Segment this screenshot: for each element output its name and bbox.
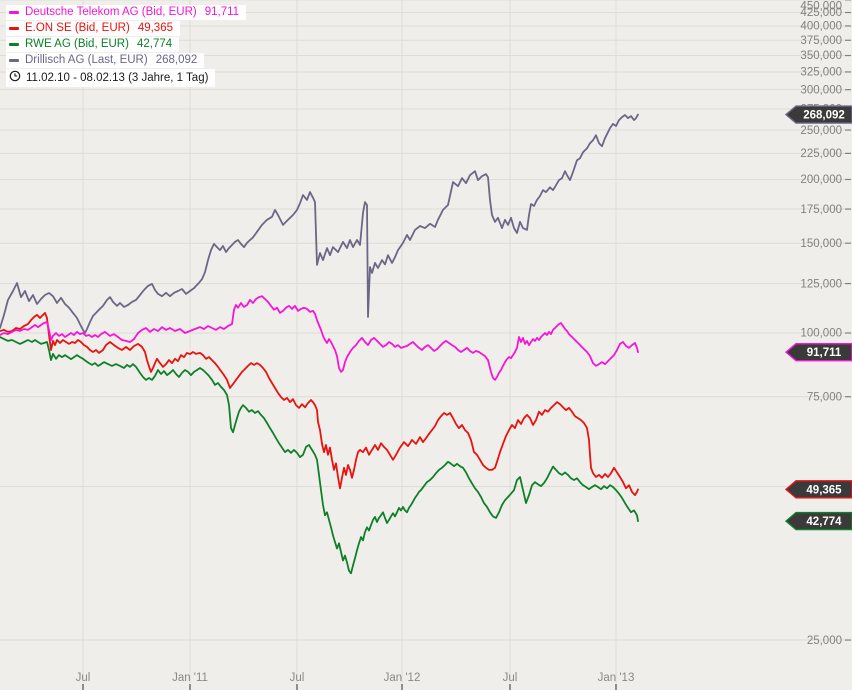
series-line-deutsche <box>0 295 639 381</box>
legend-item-rwe[interactable]: RWE AG (Bid, EUR) 42,774 <box>6 37 180 52</box>
series-value: 49,365 <box>137 22 173 34</box>
x-axis-label: Jul <box>76 672 91 684</box>
y-axis-label: 375,000 <box>800 35 842 47</box>
series-label: RWE AG (Bid, EUR) <box>25 38 129 50</box>
last-value-badge-text: 268,092 <box>803 110 845 122</box>
x-axis-label: Jul <box>290 672 305 684</box>
y-axis-label: 425,000 <box>800 7 842 19</box>
series-line-eon <box>0 312 639 496</box>
y-axis-label: 125,000 <box>800 278 842 290</box>
chart-legend: Deutsche Telekom AG (Bid, EUR) 91,711 E.… <box>6 5 247 88</box>
series-label: Drillisch AG (Last, EUR) <box>25 54 148 66</box>
last-value-badge-text: 91,711 <box>807 347 842 359</box>
y-axis-label: 200,000 <box>800 174 842 186</box>
y-axis-label: 25,000 <box>807 635 842 647</box>
series-value: 91,711 <box>204 6 240 18</box>
x-axis-label: Jan '13 <box>598 672 635 684</box>
series-swatch-eon <box>9 27 19 30</box>
y-axis-label: 75,000 <box>807 391 842 403</box>
y-axis-label: 350,000 <box>800 50 842 62</box>
series-swatch-drillisch <box>9 59 19 62</box>
clock-icon <box>9 70 21 86</box>
chart-period-row: 11.02.10 - 08.02.13 (3 Jahre, 1 Tag) <box>6 69 216 87</box>
y-axis-label: 325,000 <box>800 67 842 79</box>
last-value-badge-text: 42,774 <box>806 516 842 528</box>
series-label: Deutsche Telekom AG (Bid, EUR) <box>25 6 197 18</box>
last-value-badge <box>784 105 852 124</box>
series-swatch-rwe <box>9 43 19 46</box>
last-value-badge-text: 49,365 <box>806 484 842 496</box>
series-line-drillisch <box>0 113 639 334</box>
y-axis-label: 150,000 <box>800 238 842 250</box>
y-axis-label: 175,000 <box>800 204 842 216</box>
x-axis-label: Jan '11 <box>172 672 208 684</box>
series-value: 268,092 <box>155 54 198 66</box>
period-label: 11.02.10 - 08.02.13 (3 Jahre, 1 Tag) <box>26 71 209 84</box>
last-value-badge <box>784 342 852 362</box>
x-axis-label: Jul <box>503 672 518 684</box>
legend-item-eon[interactable]: E.ON SE (Bid, EUR) 49,365 <box>6 21 180 36</box>
y-axis-label: 250,000 <box>800 125 842 137</box>
y-axis-label: 450,000 <box>800 1 842 13</box>
last-value-badge <box>784 480 852 499</box>
y-axis-label: 225,000 <box>800 148 842 160</box>
y-axis-label: 100,000 <box>800 328 842 340</box>
series-label: E.ON SE (Bid, EUR) <box>25 22 130 34</box>
legend-item-drillisch[interactable]: Drillisch AG (Last, EUR) 268,092 <box>6 53 205 68</box>
x-axis-label: Jan '12 <box>384 672 421 684</box>
series-swatch-deutsche-telekom <box>9 11 19 14</box>
y-axis-label: 400,000 <box>800 21 842 33</box>
last-value-badge <box>784 511 852 531</box>
series-line-rwe <box>0 336 639 575</box>
series-value: 42,774 <box>136 38 173 50</box>
y-axis-label: 300,000 <box>800 84 842 96</box>
legend-item-deutsche-telekom[interactable]: Deutsche Telekom AG (Bid, EUR) 91,711 <box>6 5 247 20</box>
